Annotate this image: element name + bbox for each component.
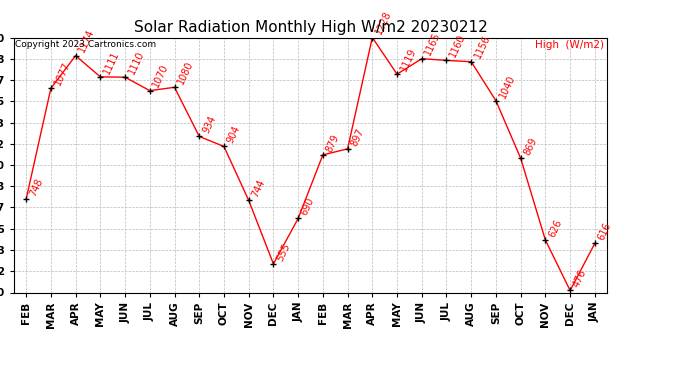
Text: 1070: 1070 (151, 63, 170, 89)
Text: 879: 879 (324, 132, 341, 153)
Text: 555: 555 (275, 241, 292, 262)
Text: 1160: 1160 (448, 33, 467, 59)
Text: 626: 626 (546, 217, 564, 238)
Text: 1165: 1165 (423, 31, 442, 57)
Text: 1119: 1119 (398, 46, 418, 73)
Text: 1174: 1174 (77, 28, 97, 54)
Text: 897: 897 (349, 126, 366, 147)
Text: 1228: 1228 (374, 9, 393, 36)
Text: 869: 869 (522, 136, 539, 157)
Text: High  (W/m2): High (W/m2) (535, 40, 604, 50)
Title: Solar Radiation Monthly High W/m2 20230212: Solar Radiation Monthly High W/m2 202302… (134, 20, 487, 35)
Text: 476: 476 (571, 268, 589, 289)
Text: 934: 934 (201, 114, 217, 135)
Text: 1156: 1156 (473, 34, 492, 60)
Text: 1040: 1040 (497, 73, 517, 99)
Text: 748: 748 (28, 177, 44, 198)
Text: 904: 904 (226, 124, 242, 145)
Text: 616: 616 (596, 221, 613, 242)
Text: 744: 744 (250, 178, 267, 199)
Text: 1111: 1111 (101, 49, 121, 75)
Text: 1110: 1110 (126, 50, 146, 76)
Text: 1077: 1077 (52, 60, 72, 87)
Text: 1080: 1080 (176, 60, 195, 86)
Text: Copyright 2023 Cartronics.com: Copyright 2023 Cartronics.com (15, 40, 156, 49)
Text: 690: 690 (299, 196, 316, 217)
